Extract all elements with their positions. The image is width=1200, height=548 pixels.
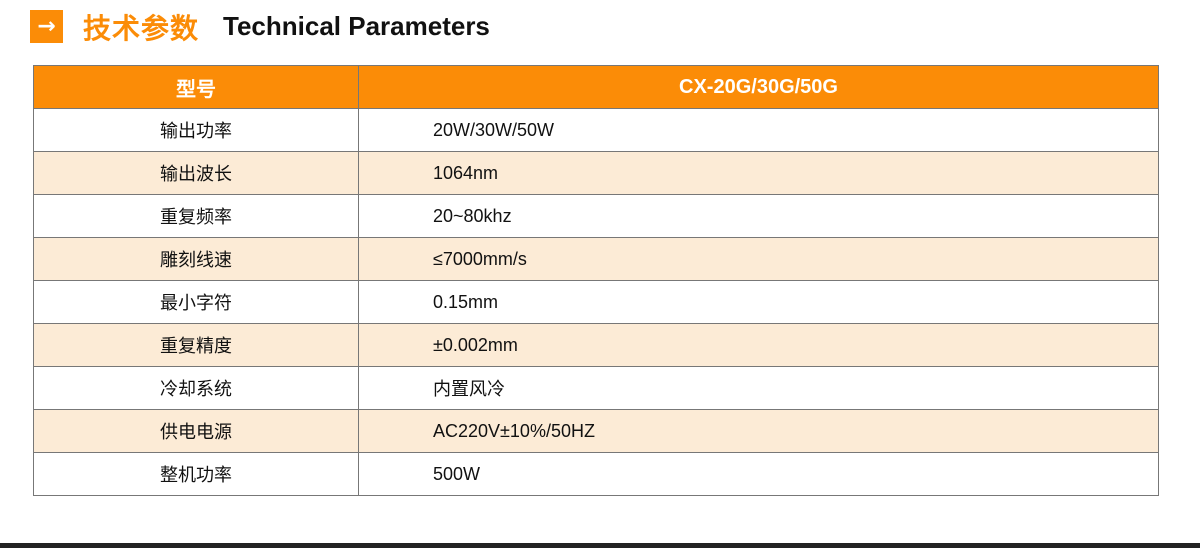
param-name: 供电电源 <box>33 409 359 453</box>
header-value: CX-20G/30G/50G <box>358 65 1159 109</box>
bottom-divider <box>0 543 1200 548</box>
arrow-right-icon: → <box>30 10 63 43</box>
table-row: 重复频率 20~80khz <box>33 194 1159 238</box>
table-row: 输出功率 20W/30W/50W <box>33 108 1159 152</box>
section-title-zh: 技术参数 <box>83 11 200 45</box>
param-name: 重复精度 <box>33 323 359 367</box>
param-value: 20W/30W/50W <box>358 108 1159 152</box>
param-name: 最小字符 <box>33 280 359 324</box>
param-name: 冷却系统 <box>33 366 359 410</box>
param-name: 整机功率 <box>33 452 359 496</box>
param-value: 内置风冷 <box>358 366 1159 410</box>
param-value: 20~80khz <box>358 194 1159 238</box>
param-value: ±0.002mm <box>358 323 1159 367</box>
table-row: 冷却系统 内置风冷 <box>33 366 1159 410</box>
param-name: 重复频率 <box>33 194 359 238</box>
section-header: → 技术参数 Technical Parameters <box>30 10 490 45</box>
table-row: 供电电源 AC220V±10%/50HZ <box>33 409 1159 453</box>
section-title-en: Technical Parameters <box>223 11 490 41</box>
param-value: AC220V±10%/50HZ <box>358 409 1159 453</box>
table-header-row: 型号 CX-20G/30G/50G <box>33 65 1159 109</box>
param-name: 雕刻线速 <box>33 237 359 281</box>
header-key: 型号 <box>33 65 359 109</box>
table-row: 重复精度 ±0.002mm <box>33 323 1159 367</box>
param-name: 输出功率 <box>33 108 359 152</box>
param-value: 1064nm <box>358 151 1159 195</box>
param-value: ≤7000mm/s <box>358 237 1159 281</box>
param-name: 输出波长 <box>33 151 359 195</box>
parameters-table: 型号 CX-20G/30G/50G 输出功率 20W/30W/50W 输出波长 10… <box>33 65 1159 496</box>
table-row: 最小字符 0.15mm <box>33 280 1159 324</box>
table-row: 整机功率 500W <box>33 452 1159 496</box>
table-row: 雕刻线速 ≤7000mm/s <box>33 237 1159 281</box>
param-value: 0.15mm <box>358 280 1159 324</box>
param-value: 500W <box>358 452 1159 496</box>
table-row: 输出波长 1064nm <box>33 151 1159 195</box>
